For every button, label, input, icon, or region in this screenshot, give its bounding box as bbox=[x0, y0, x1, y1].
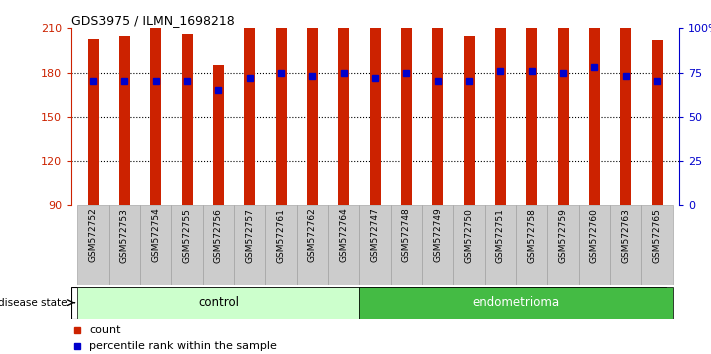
Text: GSM572757: GSM572757 bbox=[245, 208, 255, 263]
Bar bbox=[338, 0, 349, 205]
Text: GSM572764: GSM572764 bbox=[339, 208, 348, 262]
Text: GSM572759: GSM572759 bbox=[559, 208, 567, 263]
Bar bbox=[171, 205, 203, 285]
Text: GSM572762: GSM572762 bbox=[308, 208, 317, 262]
Bar bbox=[140, 205, 171, 285]
Text: control: control bbox=[198, 296, 239, 309]
Bar bbox=[422, 205, 454, 285]
Text: count: count bbox=[90, 325, 121, 335]
Text: GSM572749: GSM572749 bbox=[433, 208, 442, 262]
Bar bbox=[495, 0, 506, 205]
Text: GSM572752: GSM572752 bbox=[89, 208, 97, 262]
Text: GSM572747: GSM572747 bbox=[370, 208, 380, 262]
Bar bbox=[589, 0, 600, 205]
Text: GSM572758: GSM572758 bbox=[528, 208, 536, 263]
Bar bbox=[485, 205, 516, 285]
Bar bbox=[651, 40, 663, 205]
Text: GSM572763: GSM572763 bbox=[621, 208, 630, 263]
Text: GSM572754: GSM572754 bbox=[151, 208, 160, 262]
Text: GSM572748: GSM572748 bbox=[402, 208, 411, 262]
Bar bbox=[119, 36, 130, 205]
Bar bbox=[203, 205, 234, 285]
Bar bbox=[276, 0, 287, 205]
Text: GSM572765: GSM572765 bbox=[653, 208, 661, 263]
Bar bbox=[328, 205, 359, 285]
Bar bbox=[77, 287, 359, 319]
Bar bbox=[359, 287, 673, 319]
Text: GSM572755: GSM572755 bbox=[183, 208, 191, 263]
Bar bbox=[296, 205, 328, 285]
Text: GSM572761: GSM572761 bbox=[277, 208, 286, 263]
Bar bbox=[610, 205, 641, 285]
Text: GSM572750: GSM572750 bbox=[464, 208, 474, 263]
Text: disease state: disease state bbox=[0, 298, 71, 308]
Bar bbox=[526, 0, 538, 205]
Text: endometrioma: endometrioma bbox=[473, 296, 560, 309]
Bar bbox=[516, 205, 547, 285]
Bar bbox=[391, 205, 422, 285]
Bar bbox=[401, 0, 412, 205]
Text: GSM572756: GSM572756 bbox=[214, 208, 223, 263]
Text: GDS3975 / ILMN_1698218: GDS3975 / ILMN_1698218 bbox=[71, 14, 235, 27]
Bar bbox=[464, 36, 474, 205]
Bar bbox=[307, 0, 318, 205]
Bar bbox=[150, 27, 161, 205]
Bar bbox=[109, 205, 140, 285]
Text: GSM572760: GSM572760 bbox=[590, 208, 599, 263]
Bar bbox=[370, 9, 380, 205]
Bar bbox=[181, 34, 193, 205]
Bar bbox=[87, 39, 99, 205]
Bar bbox=[579, 205, 610, 285]
Bar bbox=[432, 19, 443, 205]
Bar bbox=[359, 205, 391, 285]
Bar bbox=[620, 0, 631, 205]
Bar bbox=[557, 0, 569, 205]
Bar bbox=[77, 205, 109, 285]
Text: percentile rank within the sample: percentile rank within the sample bbox=[90, 341, 277, 351]
Text: GSM572751: GSM572751 bbox=[496, 208, 505, 263]
Bar bbox=[547, 205, 579, 285]
Bar bbox=[213, 65, 224, 205]
Bar bbox=[454, 205, 485, 285]
Bar bbox=[265, 205, 296, 285]
Bar bbox=[641, 205, 673, 285]
Text: GSM572753: GSM572753 bbox=[120, 208, 129, 263]
Bar bbox=[244, 18, 255, 205]
Bar bbox=[234, 205, 265, 285]
